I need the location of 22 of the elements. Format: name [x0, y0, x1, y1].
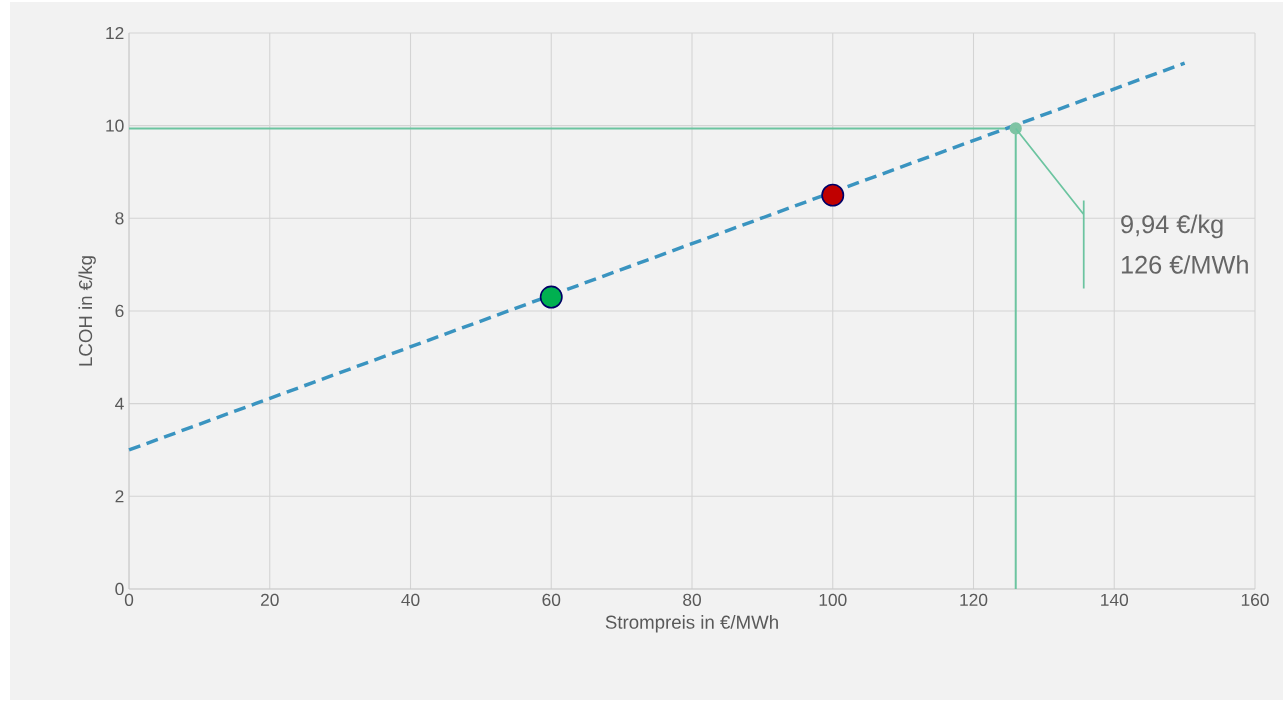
x-tick-label: 80	[683, 593, 701, 606]
y-tick-label: 8	[115, 212, 124, 225]
x-tick-label: 40	[401, 593, 420, 606]
y-tick-label: 10	[106, 119, 124, 132]
x-tick-label: 160	[1241, 593, 1269, 606]
annotation: 126 €/MWh	[1121, 255, 1248, 274]
x-tick-label: 60	[542, 593, 561, 606]
annotation: 9,94 €/kg	[1121, 214, 1223, 239]
x-tick-label: 100	[819, 593, 847, 606]
point	[539, 285, 563, 309]
y-tick-label: 4	[115, 397, 124, 410]
x-tick-label: 120	[960, 593, 988, 606]
point	[821, 183, 845, 207]
y-tick-label: 0	[115, 582, 124, 596]
x-tick-label: 0	[124, 593, 134, 606]
y-axis-title: LCOH in €/kg	[78, 256, 96, 366]
x-tick-label: 20	[261, 593, 279, 606]
x-axis-title: Strompreis in €/MWh	[605, 615, 778, 633]
y-tick-label: 2	[115, 490, 124, 503]
y-tick-label: 12	[106, 26, 124, 40]
x-tick-label: 140	[1101, 593, 1129, 606]
y-tick-label: 6	[115, 304, 124, 318]
